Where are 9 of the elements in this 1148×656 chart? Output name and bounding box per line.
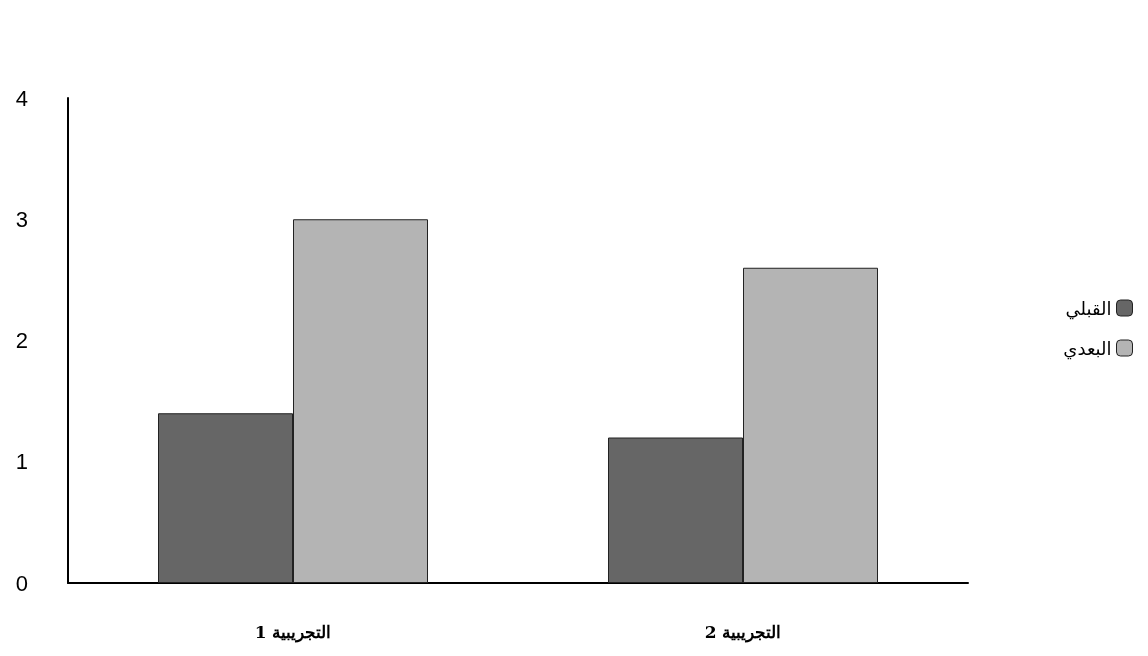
x-tick-label: التجريبية 2 xyxy=(704,621,782,643)
y-tick-label: 2 xyxy=(15,328,28,353)
legend-label: القبلي xyxy=(1065,297,1112,320)
y-tick-label: 3 xyxy=(15,206,28,232)
y-tick-label: 1 xyxy=(15,449,28,475)
x-tick-label: التجريبية 1 xyxy=(254,621,332,643)
legend-label: البعدي xyxy=(1063,337,1112,360)
y-tick-label: 0 xyxy=(15,570,28,596)
y-tick-label: 4 xyxy=(15,85,28,111)
